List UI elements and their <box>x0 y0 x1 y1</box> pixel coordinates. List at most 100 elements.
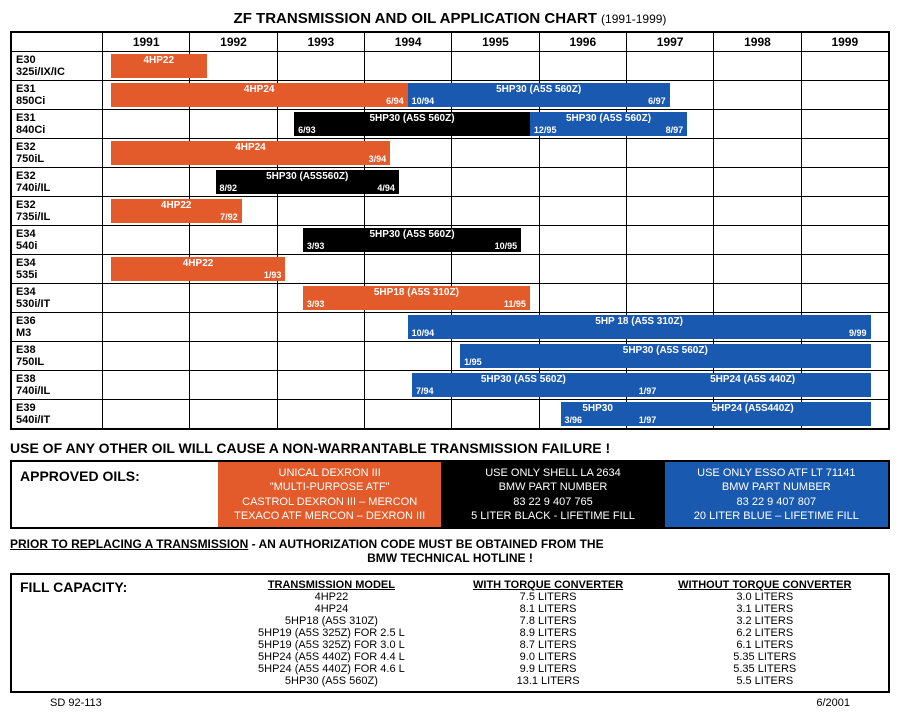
row-label: E38740i/IL <box>12 371 102 399</box>
year-label: 1998 <box>713 33 800 51</box>
bar-end-date: 8/97 <box>666 125 684 135</box>
fill-cell: 9.9 LITERS <box>440 663 657 675</box>
oil-line: 83 22 9 407 765 <box>447 495 658 509</box>
title-text: ZF TRANSMISSION AND OIL APPLICATION CHAR… <box>234 10 597 27</box>
bar-label: 4HP22 <box>111 200 242 211</box>
year-label: 1999 <box>801 33 888 51</box>
fill-cell: 13.1 LITERS <box>440 675 657 687</box>
year-label: 1992 <box>189 33 276 51</box>
gantt-row: E32740i/IL5HP30 (A5S560Z)8/924/94 <box>12 167 888 196</box>
fill-cell: 3.0 LITERS <box>656 591 873 603</box>
row-label: E34540i <box>12 226 102 254</box>
bar-end-date: 9/99 <box>849 328 867 338</box>
gantt-bar: 4HP221/93 <box>111 257 286 281</box>
fill-cell: 7.5 LITERS <box>440 591 657 603</box>
bar-start-date: 10/94 <box>412 96 435 106</box>
bar-label: 5HP30 (A5S 560Z) <box>530 113 687 124</box>
fill-row: 4HP227.5 LITERS3.0 LITERS <box>223 591 873 603</box>
year-label: 1991 <box>102 33 189 51</box>
bar-label: 5HP30 (A5S 560Z) <box>460 345 870 356</box>
footer-left: SD 92-113 <box>50 697 102 709</box>
oil-line: 20 LITER BLUE – LIFETIME FILL <box>671 509 882 523</box>
gantt-bar: 5HP 18 (A5S 310Z)10/949/99 <box>408 315 871 339</box>
oil-line: BMW PART NUMBER <box>447 480 658 494</box>
oil-line: USE ONLY SHELL LA 2634 <box>447 466 658 480</box>
fill-cell: 8.7 LITERS <box>440 639 657 651</box>
bar-end-date: 10/95 <box>495 241 518 251</box>
fill-cell: 4HP24 <box>223 603 440 615</box>
row-label: E32735i/IL <box>12 197 102 225</box>
fill-cell: 5HP24 (A5S 440Z) FOR 4.4 L <box>223 651 440 663</box>
row-grid: 5HP30 (A5S 560Z)7/945HP24 (A5S 440Z)1/97 <box>102 371 888 399</box>
row-grid: 5HP30 (A5S 560Z)1/95 <box>102 342 888 370</box>
year-label: 1996 <box>539 33 626 51</box>
fill-row: 5HP19 (A5S 325Z) FOR 3.0 L8.7 LITERS6.1 … <box>223 639 873 651</box>
hotline-c: BMW TECHNICAL HOTLINE ! <box>10 551 890 565</box>
row-label: E36M3 <box>12 313 102 341</box>
bar-label: 5HP30 (A5S560Z) <box>216 171 399 182</box>
bar-start-date: 6/93 <box>298 125 316 135</box>
hotline-b: - AN AUTHORIZATION CODE MUST BE OBTAINED… <box>252 537 604 551</box>
row-grid: 5HP303/965HP24 (A5S440Z)1/97 <box>102 400 888 428</box>
bar-label: 4HP22 <box>111 55 207 66</box>
gantt-bar: 5HP303/96 <box>561 402 635 426</box>
oil-line: CASTROL DEXRON III – MERCON <box>224 495 435 509</box>
gantt-row: E32750iL4HP243/94 <box>12 138 888 167</box>
bar-label: 5HP30 (A5S 560Z) <box>412 374 635 385</box>
fill-table: TRANSMISSION MODELWITH TORQUE CONVERTERW… <box>223 579 873 687</box>
row-grid: 5HP 18 (A5S 310Z)10/949/99 <box>102 313 888 341</box>
bar-start-date: 12/95 <box>534 125 557 135</box>
oil-column: USE ONLY ESSO ATF LT 71141BMW PART NUMBE… <box>665 462 888 527</box>
oil-column: USE ONLY SHELL LA 2634BMW PART NUMBER83 … <box>441 462 664 527</box>
oil-line: BMW PART NUMBER <box>671 480 882 494</box>
gantt-bar: 5HP30 (A5S 560Z)12/95 8/97 <box>530 112 687 136</box>
oil-line: 5 LITER BLACK - LIFETIME FILL <box>447 509 658 523</box>
fill-row: 5HP19 (A5S 325Z) FOR 2.5 L8.9 LITERS6.2 … <box>223 627 873 639</box>
bar-start-date: 3/93 <box>307 299 325 309</box>
gantt-bar: 5HP18 (A5S 310Z)3/93 11/95 <box>303 286 530 310</box>
fill-cell: 5HP24 (A5S 440Z) FOR 4.6 L <box>223 663 440 675</box>
fill-title: FILL CAPACITY: <box>20 579 220 595</box>
year-label: 1993 <box>277 33 364 51</box>
fill-cell: 4HP22 <box>223 591 440 603</box>
fill-cell: 5.5 LITERS <box>656 675 873 687</box>
bar-label: 4HP24 <box>111 142 390 153</box>
bar-label: 4HP22 <box>111 258 286 269</box>
oil-line: "MULTI-PURPOSE ATF" <box>224 480 435 494</box>
row-grid: 4HP246/945HP30 (A5S 560Z)10/946/97 <box>102 81 888 109</box>
bar-end-date: 11/95 <box>504 299 526 309</box>
fill-cell: 7.8 LITERS <box>440 615 657 627</box>
oil-line: TEXACO ATF MERCON – DEXRON III <box>224 509 435 523</box>
fill-row: 5HP30 (A5S 560Z)13.1 LITERS5.5 LITERS <box>223 675 873 687</box>
row-label: E31850Ci <box>12 81 102 109</box>
hotline-a: PRIOR TO REPLACING A TRANSMISSION <box>10 537 248 551</box>
gantt-row: E32735i/IL 4HP227/92 <box>12 196 888 225</box>
year-label: 1994 <box>364 33 451 51</box>
page-title: ZF TRANSMISSION AND OIL APPLICATION CHAR… <box>10 10 890 27</box>
fill-cell: 9.0 LITERS <box>440 651 657 663</box>
bar-start-date: 1/97 <box>639 386 657 396</box>
bar-label: 5HP 18 (A5S 310Z) <box>408 316 871 327</box>
fill-row: 5HP24 (A5S 440Z) FOR 4.4 L9.0 LITERS5.35… <box>223 651 873 663</box>
fill-cell: 5HP19 (A5S 325Z) FOR 2.5 L <box>223 627 440 639</box>
gantt-bar: 4HP227/92 <box>111 199 242 223</box>
fill-row: 4HP248.1 LITERS3.1 LITERS <box>223 603 873 615</box>
gantt-row: E39540i/IT5HP303/965HP24 (A5S440Z)1/97 <box>12 399 888 428</box>
gantt-bar: 5HP30 (A5S 560Z)7/94 <box>412 373 635 397</box>
row-label: E30325i/IX/IC <box>12 52 102 80</box>
fill-cell: 3.2 LITERS <box>656 615 873 627</box>
bar-end-date: 3/94 <box>369 154 387 164</box>
year-label: 1997 <box>626 33 713 51</box>
bar-label: 5HP18 (A5S 310Z) <box>303 287 530 298</box>
approved-oils-title: APPROVED OILS: <box>12 462 218 527</box>
gantt-bar: 5HP30 (A5S560Z)8/924/94 <box>216 170 399 194</box>
bar-end-date: 6/94 <box>386 96 404 106</box>
gantt-bar: 5HP30 (A5S 560Z)6/93 <box>294 112 530 136</box>
gantt-bar: 4HP243/94 <box>111 141 390 165</box>
title-range: (1991-1999) <box>601 12 666 26</box>
gantt-bar: 5HP24 (A5S 440Z)1/97 <box>635 373 871 397</box>
gantt-bar: 4HP22 <box>111 54 207 78</box>
gantt-bar: 5HP30 (A5S 560Z)10/946/97 <box>408 83 670 107</box>
year-label: 1995 <box>451 33 538 51</box>
row-grid: 5HP30 (A5S 560Z)3/9310/95 <box>102 226 888 254</box>
